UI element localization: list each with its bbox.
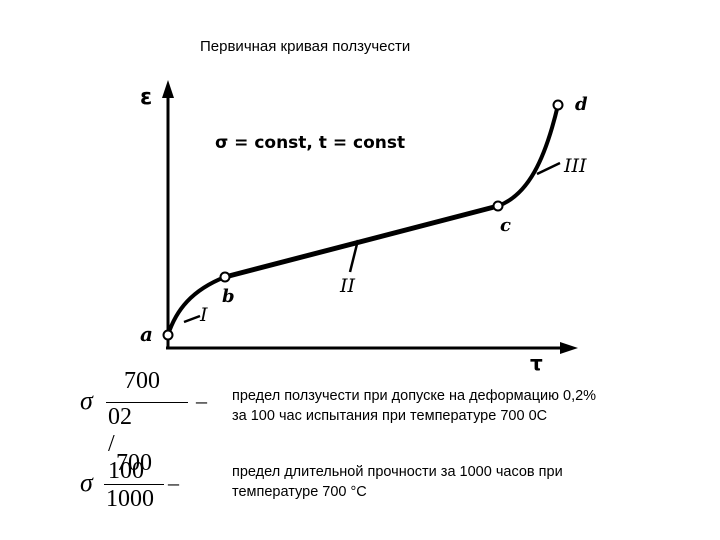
formula-2-denominator: 1000 [106, 486, 154, 512]
y-axis-arrow-icon [162, 80, 174, 98]
formula-1-description: предел ползучести при допуске на деформа… [232, 386, 596, 426]
formula-1-description-line: предел ползучести при допуске на деформа… [232, 388, 597, 404]
point-c-label: c [500, 215, 511, 236]
x-axis-arrow-icon [560, 342, 578, 354]
formula-2-description: предел длительной прочности за 1000 часо… [232, 462, 563, 502]
y-axis-label: ε [140, 85, 152, 110]
formula-1-sigma: σ [80, 386, 93, 415]
point-c-marker [492, 200, 504, 212]
point-d-marker [552, 99, 564, 111]
stage-i-pointer [183, 314, 201, 324]
formula-1-denominator: 02 / 100 [108, 404, 144, 484]
point-a-label: a [140, 322, 153, 346]
x-axis-label: τ [530, 351, 543, 375]
formula-2-description-line: предел длительной прочности за 1000 часо… [232, 464, 563, 480]
formula-1-fraction-line [106, 402, 188, 403]
point-a-marker [162, 329, 174, 341]
curve-stage-iii [497, 104, 560, 208]
stage-i-label: I [199, 304, 208, 326]
stage-iii-pointer [536, 161, 561, 176]
stage-iii-label: III [563, 155, 587, 177]
stage-ii-label: II [339, 275, 356, 297]
formula-2-fraction-line [104, 484, 164, 485]
formula-1-description-line: за 100 час испытания при температуре 700… [232, 408, 548, 424]
point-b-marker [219, 271, 231, 283]
formula-1-numerator: 700 [124, 368, 160, 394]
formula-1-dash: – [196, 388, 207, 413]
formula-2-dash: – [168, 470, 179, 495]
curve-stage-i [166, 275, 226, 336]
page-title: Первичная кривая ползучести [200, 38, 411, 55]
formula-2-sigma: σ [80, 468, 93, 497]
curve-stage-ii [224, 203, 499, 280]
formula-2-description-line: температуре 700 °С [232, 484, 367, 500]
condition-label: σ = const, t = const [215, 133, 405, 153]
point-b-label: b [222, 286, 235, 307]
point-d-label: d [575, 94, 588, 115]
formula-2-numerator: 700 [116, 450, 152, 476]
stage-ii-pointer [348, 239, 360, 273]
